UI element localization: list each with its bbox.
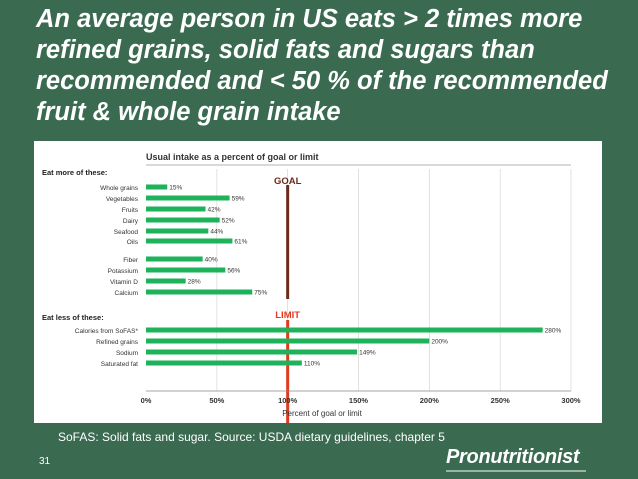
data-label: 110%: [304, 361, 320, 368]
limit-label: LIMIT: [275, 310, 300, 321]
gridlines: [216, 169, 572, 391]
x-axis-label: Percent of goal or limit: [282, 409, 362, 418]
bar: [146, 195, 230, 201]
category-label: Dairy: [123, 218, 139, 225]
category-label: Refined grains: [96, 339, 139, 346]
logo-underline: [446, 470, 586, 472]
category-label: Calories from SoFAS*: [75, 328, 139, 335]
bar: [146, 360, 302, 366]
data-label: 15%: [169, 185, 182, 192]
category-label: Fruits: [122, 207, 139, 214]
x-tick-label: 150%: [349, 396, 369, 405]
x-tick-label: 0%: [141, 396, 152, 405]
bar: [146, 278, 186, 284]
chart-panel: Usual intake as a percent of goal or lim…: [34, 141, 602, 423]
bar: [146, 338, 430, 344]
category-label: Vitamin D: [110, 279, 138, 286]
data-label: 44%: [210, 229, 223, 236]
footnote: SoFAS: Solid fats and sugar. Source: USD…: [58, 430, 445, 444]
bar: [146, 228, 209, 234]
bars: Eat more of these: Whole grains 15% Vegetab…: [42, 168, 562, 368]
bar: [146, 217, 220, 223]
x-tick-label: 300%: [561, 396, 581, 405]
category-label: Potassium: [108, 268, 138, 275]
x-axis: 0% 50% 100% 150% 200% 250% 300%: [141, 390, 581, 405]
bar: [146, 238, 233, 244]
x-tick-label: 50%: [209, 396, 224, 405]
data-label: 149%: [359, 350, 376, 357]
reference-lines: GOAL LIMIT: [274, 176, 302, 423]
bar: [146, 256, 203, 262]
group-heading: Eat more of these:: [42, 168, 107, 177]
bar: [146, 327, 543, 333]
category-label: Calcium: [115, 290, 138, 297]
slide-number: 31: [39, 456, 51, 467]
data-label: 52%: [222, 218, 235, 225]
x-tick-label: 250%: [491, 396, 511, 405]
bar: [146, 267, 226, 273]
x-tick-label: 200%: [420, 396, 440, 405]
category-label: Vegetables: [106, 196, 139, 203]
slide-title: An average person in US eats > 2 times m…: [36, 5, 608, 126]
x-tick-label: 100%: [278, 396, 298, 405]
data-label: 28%: [188, 279, 201, 286]
bar: [146, 289, 253, 295]
bar: [146, 206, 206, 212]
category-label: Whole grains: [100, 185, 139, 192]
data-label: 75%: [254, 290, 267, 297]
category-label: Oils: [127, 239, 139, 246]
data-label: 61%: [234, 239, 247, 246]
bar: [146, 184, 168, 190]
group-heading: Eat less of these:: [42, 313, 104, 322]
data-label: 40%: [205, 257, 218, 264]
data-label: 280%: [545, 328, 562, 335]
data-label: 200%: [431, 339, 448, 346]
data-label: 42%: [208, 207, 221, 214]
category-label: Seafood: [114, 229, 139, 236]
logo: Pronutritionist: [446, 446, 580, 468]
category-label: Sodium: [116, 350, 138, 357]
bar: [146, 349, 358, 355]
goal-label: GOAL: [274, 176, 302, 187]
chart-title: Usual intake as a percent of goal or lim…: [146, 152, 319, 162]
category-label: Fiber: [123, 257, 139, 264]
data-label: 59%: [232, 196, 245, 203]
data-label: 56%: [227, 268, 240, 275]
category-label: Saturated fat: [101, 361, 138, 368]
bar-chart: Usual intake as a percent of goal or lim…: [42, 152, 581, 423]
